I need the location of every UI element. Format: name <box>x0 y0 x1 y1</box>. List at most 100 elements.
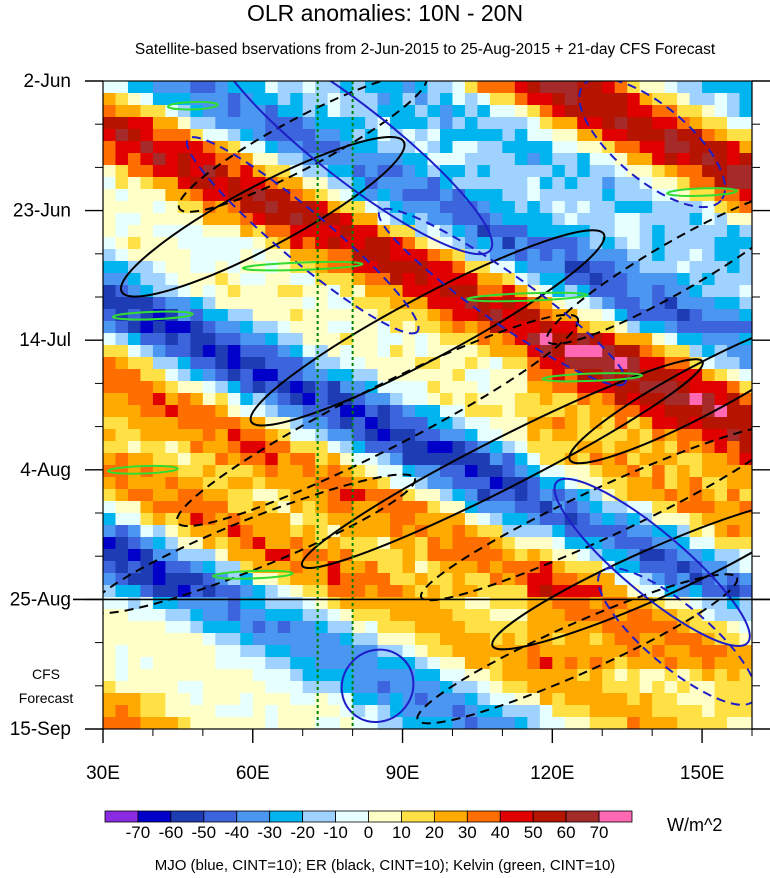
y-tick-label: 2-Jun <box>23 71 71 92</box>
field-cell <box>539 321 553 334</box>
field-cell <box>577 129 591 142</box>
field-cell <box>639 609 653 622</box>
field-cell <box>552 525 566 538</box>
field-cell <box>652 717 666 729</box>
field-cell <box>227 609 241 622</box>
colorbar-label: -30 <box>257 823 282 842</box>
field-cell <box>415 465 429 478</box>
field-cell <box>365 681 379 694</box>
field-cell <box>377 417 391 430</box>
field-cell <box>140 225 154 238</box>
field-cell <box>502 657 516 670</box>
field-cell <box>365 165 379 178</box>
field-cell <box>252 237 266 250</box>
field-cell <box>290 477 304 490</box>
chart-subtitle: Satellite-based bservations from 2-Jun-2… <box>134 41 716 58</box>
field-cell <box>727 417 741 430</box>
field-cell <box>377 609 391 622</box>
field-cell <box>652 129 666 142</box>
field-cell <box>177 225 191 238</box>
field-cell <box>539 609 553 622</box>
field-cell <box>415 153 429 166</box>
field-cell <box>127 537 142 550</box>
field-cell <box>402 357 416 370</box>
field-cell <box>365 285 379 298</box>
field-cell <box>315 297 329 310</box>
field-cell <box>639 525 653 538</box>
field-cell <box>265 93 279 106</box>
field-cell <box>377 261 391 274</box>
field-cell <box>577 549 591 562</box>
field-cell <box>489 153 503 166</box>
field-cell <box>427 621 441 634</box>
field-cell <box>202 429 216 442</box>
field-cell <box>127 93 142 106</box>
field-cell <box>702 465 716 478</box>
field-cell <box>415 693 429 706</box>
field-cell <box>252 393 266 406</box>
field-cell <box>103 237 117 250</box>
field-cell <box>402 633 416 646</box>
field-cell <box>539 93 553 106</box>
field-cell <box>514 513 528 526</box>
field-cell <box>602 441 616 454</box>
field-cell <box>177 693 191 706</box>
field-cell <box>127 249 142 262</box>
field-cell <box>677 477 691 490</box>
field-cell <box>739 153 752 166</box>
field-cell <box>302 705 316 718</box>
field-cell <box>302 513 316 526</box>
field-cell <box>402 501 416 514</box>
field-cell <box>427 177 441 190</box>
field-cell <box>489 465 503 478</box>
field-cell <box>327 249 341 262</box>
field-cell <box>577 153 591 166</box>
field-cell <box>727 525 741 538</box>
field-cell <box>115 693 129 706</box>
colorbar-swatch <box>203 810 238 823</box>
field-cell <box>227 621 241 634</box>
field-cell <box>514 657 528 670</box>
field-cell <box>240 357 254 370</box>
field-cell <box>352 213 366 226</box>
field-cell <box>252 93 266 106</box>
field-cell <box>177 681 191 694</box>
field-cell <box>115 105 129 118</box>
field-cell <box>302 537 316 550</box>
field-cell <box>727 453 741 466</box>
field-cell <box>252 657 266 670</box>
field-cell <box>152 249 166 262</box>
field-cell <box>377 357 391 370</box>
field-cell <box>127 609 142 622</box>
field-cell <box>702 609 716 622</box>
field-cell <box>614 105 628 118</box>
field-cell <box>240 537 254 550</box>
field-cell <box>340 717 354 729</box>
field-cell <box>390 657 404 670</box>
field-cell <box>177 561 191 574</box>
field-cell <box>439 465 454 478</box>
field-cell <box>639 117 653 130</box>
field-cell <box>714 225 728 238</box>
field-cell <box>527 417 541 430</box>
field-cell <box>477 273 491 286</box>
field-cell <box>589 345 603 358</box>
field-cell <box>564 297 578 310</box>
field-cell <box>227 693 241 706</box>
field-cell <box>252 285 266 298</box>
field-cell <box>327 705 341 718</box>
field-cell <box>390 477 404 490</box>
field-cell <box>140 441 154 454</box>
field-cell <box>227 345 241 358</box>
field-cell <box>614 153 628 166</box>
field-cell <box>190 513 204 526</box>
field-cell <box>352 585 366 598</box>
field-cell <box>315 309 329 322</box>
field-cell <box>739 261 752 274</box>
field-cell <box>627 501 641 514</box>
field-cell <box>315 441 329 454</box>
field-cell <box>477 561 491 574</box>
field-cell <box>639 105 653 118</box>
field-cell <box>639 717 653 729</box>
field-cell <box>152 213 166 226</box>
